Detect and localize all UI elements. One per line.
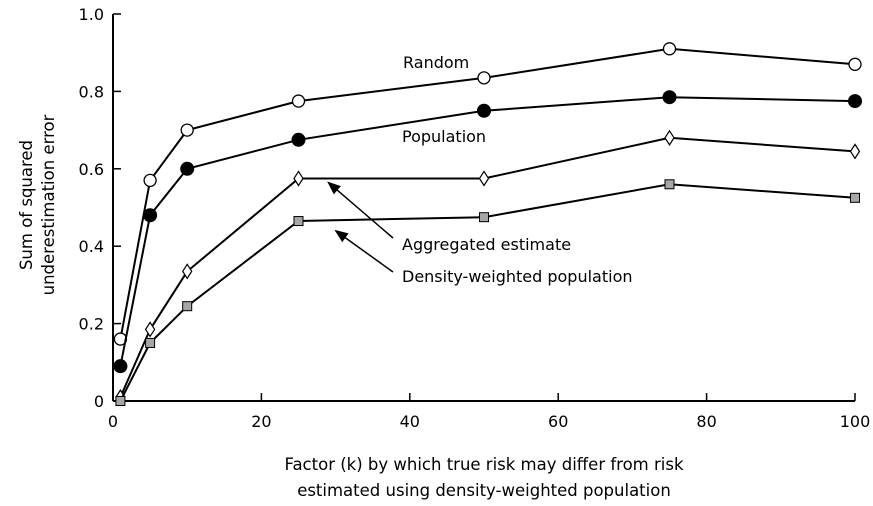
x-tick-label: 60 <box>548 412 568 431</box>
data-point-diamond <box>293 170 304 187</box>
annotation-label: Population <box>402 127 486 146</box>
data-point-filled-circle <box>143 208 158 223</box>
x-axis-title-line-1: Factor (k) by which true risk may differ… <box>284 455 683 474</box>
y-tick-label: 0.4 <box>79 237 104 256</box>
axis-titles: Sum of squared underestimation error Fac… <box>17 114 684 500</box>
x-tick-label: 40 <box>400 412 420 431</box>
data-point-square <box>479 212 489 223</box>
data-point-diamond <box>664 129 675 146</box>
annotation-label: Density-weighted population <box>402 267 633 286</box>
x-tick-label: 100 <box>840 412 871 431</box>
series-open-circle <box>113 42 862 346</box>
y-axis-title-line-1: Sum of squared <box>17 140 36 270</box>
data-point-filled-circle <box>477 103 491 118</box>
annotation-label: Random <box>403 53 469 72</box>
data-point-diamond <box>849 143 861 160</box>
x-tick-label: 80 <box>696 412 716 431</box>
data-point-diamond <box>144 321 156 338</box>
series-open-diamond <box>115 129 861 406</box>
series-line <box>119 96 856 367</box>
y-tick-label: 1.0 <box>79 5 104 24</box>
series-layer <box>113 42 862 406</box>
data-point-open-circle <box>291 94 306 108</box>
data-point-filled-circle <box>848 94 862 109</box>
y-axis-title-line-2: underestimation error <box>39 114 58 295</box>
series-gray-square <box>115 179 860 406</box>
data-point-square <box>145 337 156 348</box>
data-point-filled-circle <box>180 161 195 176</box>
data-point-open-circle <box>180 123 194 137</box>
data-point-open-circle <box>848 57 862 71</box>
data-point-open-circle <box>143 173 157 188</box>
data-point-square <box>850 192 860 203</box>
annotation-arrow <box>327 181 394 239</box>
annotation-label: Aggregated estimate <box>402 235 571 254</box>
data-point-open-circle <box>477 71 491 85</box>
data-point-square <box>182 301 193 312</box>
annotations: Random Population Aggregated estimate Densi… <box>327 53 633 286</box>
series-filled-circle <box>113 90 862 374</box>
x-tick-label: 20 <box>251 412 271 431</box>
data-point-filled-circle <box>113 359 128 374</box>
ticks: 0 0.2 0.4 0.6 0.8 1.0 0 20 40 60 80 100 <box>79 5 871 431</box>
y-tick-label: 0.6 <box>79 160 104 179</box>
x-axis-title-line-2: estimated using density-weighted populat… <box>297 481 671 500</box>
data-point-open-circle <box>662 42 677 56</box>
data-point-square <box>664 179 675 190</box>
y-tick-label: 0.8 <box>79 82 104 101</box>
data-point-diamond <box>181 263 193 280</box>
data-point-square <box>293 216 304 227</box>
y-tick-label: 0.2 <box>79 315 104 334</box>
data-point-filled-circle <box>662 90 677 105</box>
axes <box>112 14 855 402</box>
x-tick-label: 0 <box>108 412 118 431</box>
data-point-filled-circle <box>291 132 306 147</box>
annotation-arrow <box>334 229 394 273</box>
data-point-diamond <box>478 170 490 187</box>
y-tick-label: 0 <box>94 392 104 411</box>
series-line <box>119 47 856 340</box>
data-point-square <box>115 396 126 406</box>
